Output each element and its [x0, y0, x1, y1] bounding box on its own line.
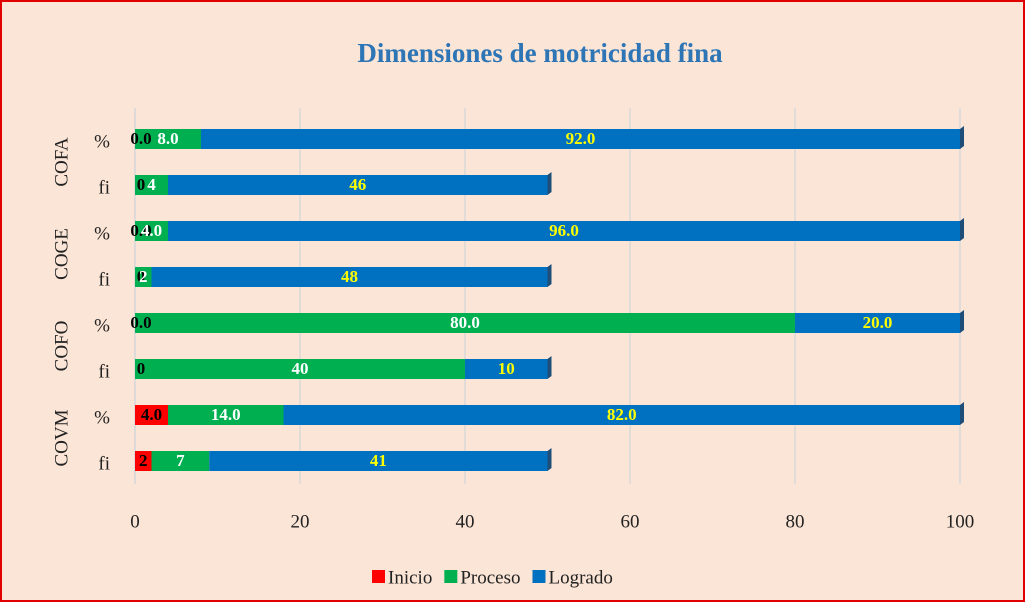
data-label: 0: [137, 267, 146, 286]
bar-segment: [135, 405, 168, 425]
y-tick-label: %: [94, 223, 110, 244]
x-tick-label: 20: [291, 511, 310, 532]
data-label: 14.0: [211, 405, 241, 424]
bar-cap: [960, 218, 964, 241]
bar-cap: [547, 448, 552, 471]
x-tick-label: 40: [456, 511, 475, 532]
group-label: COFA: [51, 137, 72, 187]
bar-segment: [135, 267, 152, 287]
bar-segment: [465, 359, 548, 379]
legend-label: Inicio: [388, 567, 432, 588]
data-label: 82.0: [607, 405, 637, 424]
legend-swatch: [532, 570, 546, 583]
bar-cap: [547, 172, 552, 195]
x-tick-label: 100: [946, 511, 975, 532]
bar-segment: [135, 175, 168, 195]
bar-segment: [135, 221, 168, 241]
bar-segment: [283, 405, 960, 425]
bar-segment: [151, 267, 548, 287]
data-label: 2: [139, 267, 148, 286]
legend-swatch: [372, 570, 385, 583]
data-label: 41: [370, 451, 387, 470]
bar-cap: [960, 310, 964, 333]
bar-cap: [547, 264, 552, 287]
bar-segment: [168, 221, 960, 241]
bar-cap: [960, 402, 964, 425]
data-label: 10: [498, 359, 515, 378]
bar-segment: [168, 175, 548, 195]
bar-segment: [135, 451, 152, 471]
bar-segment: [795, 313, 960, 333]
data-label: 0.0: [130, 313, 151, 332]
y-tick-label: %: [94, 315, 110, 336]
bar-cap: [960, 126, 964, 149]
legend-label: Logrado: [548, 567, 612, 588]
bar-segment: [168, 405, 284, 425]
data-label: 96.0: [549, 221, 579, 240]
data-label: 7: [176, 451, 185, 470]
data-label: 8.0: [157, 129, 178, 148]
group-label: COFO: [51, 321, 72, 372]
data-label: 46: [349, 175, 366, 194]
bar-segment: [151, 451, 210, 471]
bar-cap: [547, 356, 552, 379]
data-label: 4.0: [141, 221, 162, 240]
bar-segment: [135, 313, 795, 333]
data-label: 40: [292, 359, 309, 378]
y-tick-label: fi: [98, 361, 110, 382]
bar-segment: [209, 451, 548, 471]
x-tick-label: 60: [621, 511, 640, 532]
legend-label: Proceso: [460, 567, 520, 588]
data-label: 4: [147, 175, 156, 194]
y-tick-label: %: [94, 131, 110, 152]
data-label: 0: [137, 359, 146, 378]
y-tick-label: fi: [98, 269, 110, 290]
data-label: 92.0: [566, 129, 596, 148]
x-tick-label: 80: [786, 511, 805, 532]
data-label: 48: [341, 267, 358, 286]
chart-title: Dimensiones de motricidad fina: [357, 38, 723, 68]
bar-segment: [135, 359, 465, 379]
data-label: 2: [139, 451, 148, 470]
y-tick-label: fi: [98, 453, 110, 474]
legend-swatch: [444, 570, 458, 583]
data-label: 0.0: [130, 129, 151, 148]
y-tick-label: %: [94, 407, 110, 428]
data-label: 0: [137, 175, 146, 194]
group-label: COGE: [51, 228, 72, 280]
data-label: 20.0: [863, 313, 893, 332]
data-label: 80.0: [450, 313, 480, 332]
data-label: 0.0: [130, 221, 151, 240]
x-tick-label: 0: [130, 511, 140, 532]
bar-segment: [201, 129, 960, 149]
y-tick-label: fi: [98, 177, 110, 198]
bar-segment: [135, 129, 201, 149]
group-label: COVM: [51, 409, 72, 466]
data-label: 4.0: [141, 405, 162, 424]
